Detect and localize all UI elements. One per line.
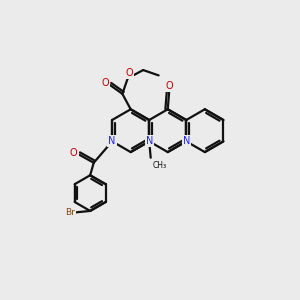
Text: N: N [183,136,190,146]
Text: N: N [109,136,116,146]
Text: Br: Br [65,208,75,217]
Text: O: O [165,81,173,92]
Text: O: O [125,68,133,78]
Text: O: O [70,148,78,158]
Text: CH₃: CH₃ [153,161,167,170]
Text: O: O [102,78,109,88]
Text: N: N [146,136,153,146]
